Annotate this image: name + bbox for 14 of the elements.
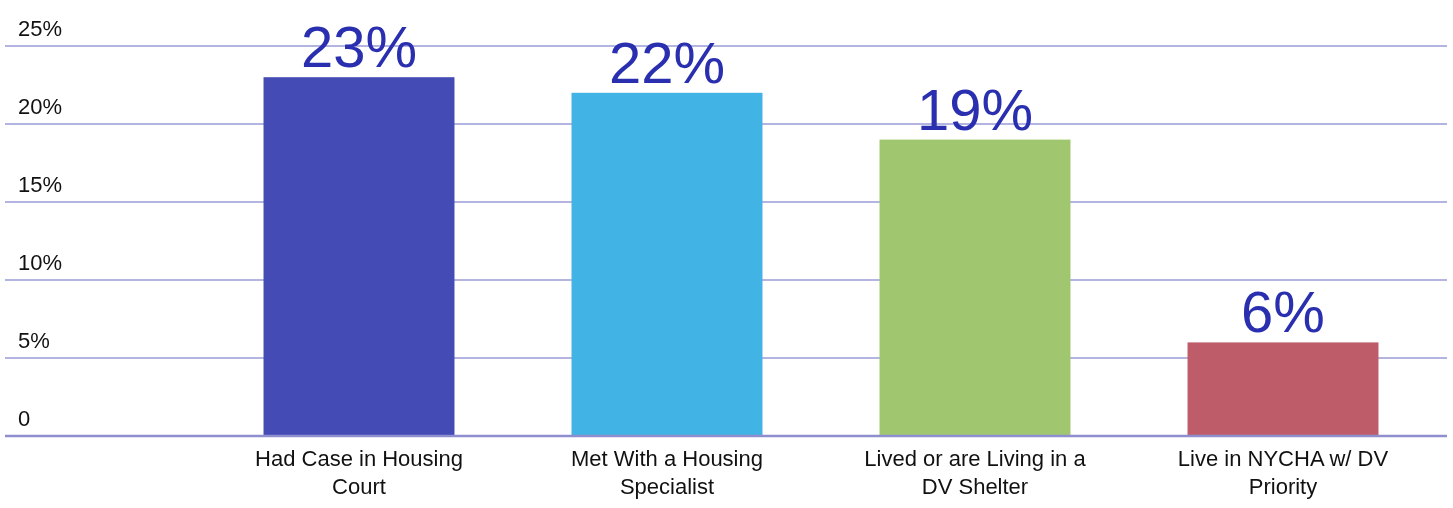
y-tick-label: 0 — [18, 406, 31, 431]
y-tick-label: 25% — [18, 16, 63, 41]
data-label: 23% — [300, 14, 418, 80]
data-label: 6% — [1241, 279, 1325, 345]
data-label: 22% — [608, 29, 726, 95]
x-tick-label: Met With a Housing Specialist — [571, 446, 763, 499]
x-tick-label: Live in NYCHA w/ DV Priority — [1177, 446, 1389, 499]
data-label: 19% — [916, 76, 1034, 142]
y-tick-label: 20% — [18, 94, 63, 119]
y-tick-label: 5% — [18, 328, 50, 353]
x-tick-label: Had Case in Housing Court — [255, 446, 463, 499]
y-tick-label: 10% — [18, 250, 63, 275]
y-tick-label: 15% — [18, 172, 63, 197]
x-tick-label: Lived or are Living in a DV Shelter — [864, 446, 1087, 499]
